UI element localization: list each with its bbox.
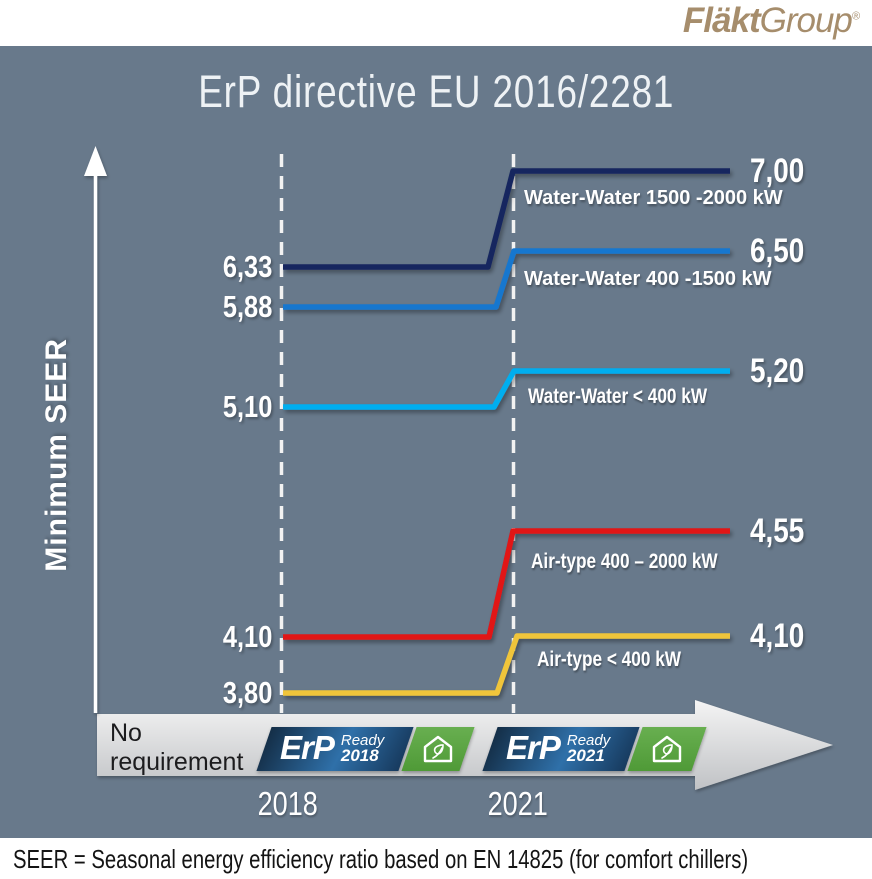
footnote: SEER = Seasonal energy efficiency ratio …: [13, 844, 749, 874]
chart-panel: [0, 46, 872, 838]
erp-wordmark: ErP: [280, 729, 335, 766]
badge-year: 2021: [566, 746, 605, 765]
series-2-start-value: 5,10: [222, 389, 272, 424]
series-0-end-value: 7,00: [750, 152, 805, 190]
series-0-start-value: 6,33: [222, 249, 272, 284]
eco-house-icon: [651, 733, 683, 770]
flaktgroup-logo: FläktGroup®: [683, 1, 860, 41]
series-line-air-type-lt-400: [283, 633, 730, 696]
series-3-start-value: 4,10: [222, 619, 272, 654]
series-1-start-value: 5,88: [222, 289, 272, 324]
y-axis: [84, 146, 107, 713]
badge-text: ErP Ready 2018: [280, 729, 384, 767]
series-1-name: Water-Water 400 -1500 kW: [524, 268, 772, 290]
badge-text: ErP Ready 2021: [506, 729, 610, 767]
erp-wordmark: ErP: [506, 729, 561, 766]
logo-brand-bold: Fläkt: [682, 1, 761, 40]
series-1-end-value: 6,50: [750, 232, 805, 270]
series-2-name: Water-Water < 400 kW: [528, 385, 708, 408]
series-2-end-value: 5,20: [750, 352, 805, 390]
series-line-water-water-400-1500: [283, 248, 730, 310]
x-tick-2021: 2021: [487, 785, 549, 822]
ready-label: Ready: [566, 732, 611, 749]
no-requirement-label: No requirement: [110, 719, 244, 776]
series-4-name: Air-type < 400 kW: [537, 648, 682, 671]
series-4-start-value: 3,80: [222, 675, 272, 710]
series-0-name: Water-Water 1500 -2000 kW: [524, 187, 783, 209]
logo-brand-light: Group: [759, 1, 853, 40]
x-tick-2018: 2018: [257, 785, 319, 822]
erp-ready-2021-badge: ErP Ready 2021: [482, 727, 707, 771]
series-4-end-value: 4,10: [750, 617, 805, 655]
page-title: ErP directive EU 2016/2281: [197, 66, 675, 117]
series-3-end-value: 4,55: [750, 512, 805, 550]
erp-ready-2018-badge: ErP Ready 2018: [256, 727, 475, 771]
eco-house-icon: [422, 733, 454, 770]
y-axis-arrowhead-icon: [84, 146, 107, 176]
badge-year: 2018: [340, 746, 379, 765]
ready-label: Ready: [340, 732, 385, 749]
series-3-name: Air-type 400 – 2000 kW: [531, 550, 718, 573]
registered-mark: ®: [851, 10, 860, 23]
series-line-water-water-lt-400: [283, 368, 730, 410]
series-line-water-water-1500-2000: [283, 168, 730, 270]
series-line-air-type-400-2000: [283, 528, 730, 640]
y-axis-label: Minimum SEER: [40, 338, 73, 572]
